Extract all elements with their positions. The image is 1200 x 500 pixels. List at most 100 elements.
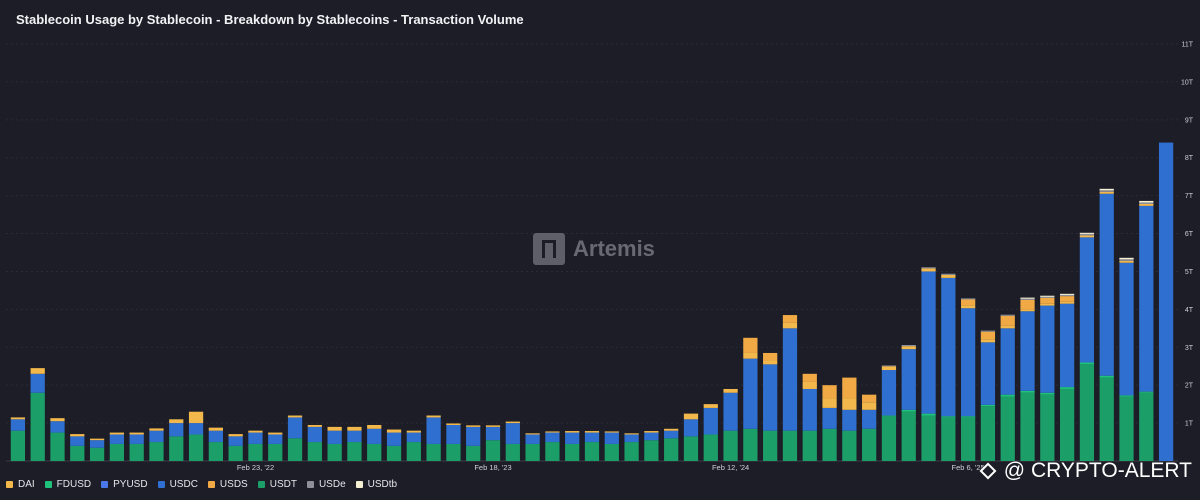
legend-item-dai[interactable]: DAI — [6, 479, 35, 490]
bar-segment-usdc[interactable] — [386, 432, 402, 446]
bar-segment-usdt[interactable] — [1099, 377, 1114, 461]
bar-segment-dai[interactable] — [50, 418, 65, 422]
bar-segment-usdc[interactable] — [1139, 205, 1154, 392]
bar-segment-usdc[interactable] — [466, 426, 481, 446]
bar-segment-dai[interactable] — [347, 426, 362, 431]
bar-segment-usdt[interactable] — [129, 443, 144, 461]
bar-segment-usdc[interactable] — [881, 370, 897, 416]
bar-segment-dai[interactable] — [1099, 191, 1114, 194]
bar-segment-usdtb[interactable] — [1059, 293, 1075, 295]
bar-segment-usdc[interactable] — [901, 349, 916, 410]
bar-segment-usds[interactable] — [1000, 315, 1015, 326]
bar-segment-usdc[interactable] — [862, 409, 877, 429]
bar-segment-usdt[interactable] — [248, 443, 263, 461]
bar-segment-usdt[interactable] — [525, 443, 540, 461]
bar-segment-usde[interactable] — [1000, 314, 1015, 316]
bar-segment-fdusd[interactable] — [980, 404, 996, 407]
bar-segment-usdt[interactable] — [1020, 392, 1035, 461]
bar-segment-usdt[interactable] — [149, 442, 164, 461]
bar-segment-fdusd[interactable] — [1059, 387, 1075, 389]
bar-segment-usdt[interactable] — [802, 430, 817, 461]
bar-segment-usdc[interactable] — [149, 430, 164, 443]
bar-segment-dai[interactable] — [961, 305, 976, 309]
bar-segment-usdc[interactable] — [980, 342, 996, 405]
legend-item-usdc[interactable]: USDC — [157, 479, 198, 490]
legend-item-usdt[interactable]: USDT — [257, 479, 297, 490]
bar-segment-dai[interactable] — [208, 427, 223, 431]
bar-segment-usdc[interactable] — [89, 440, 105, 448]
bar-segment-dai[interactable] — [1040, 303, 1055, 306]
bar-segment-usds[interactable] — [782, 315, 798, 323]
bar-segment-usdc[interactable] — [287, 417, 303, 439]
bar-segment-dai[interactable] — [802, 381, 817, 389]
bar-segment-usdc[interactable] — [208, 430, 223, 443]
bar-segment-usdc[interactable] — [1119, 262, 1134, 396]
bar-segment-dai[interactable] — [763, 360, 778, 365]
bar-segment-usdt[interactable] — [287, 438, 303, 461]
bar-segment-usdt[interactable] — [723, 430, 738, 461]
bar-segment-usdt[interactable] — [1000, 396, 1015, 461]
bar-segment-usds[interactable] — [961, 299, 976, 306]
bar-segment-usdt[interactable] — [30, 392, 45, 461]
bar-segment-usdc[interactable] — [842, 409, 857, 431]
bar-segment-dai[interactable] — [426, 415, 441, 418]
bar-segment-usdt[interactable] — [347, 442, 362, 461]
bar-segment-usdc[interactable] — [763, 364, 778, 431]
bar-segment-dai[interactable] — [703, 404, 718, 408]
bar-segment-usdc[interactable] — [505, 423, 520, 444]
bar-segment-usdt[interactable] — [228, 445, 243, 461]
bar-segment-usde[interactable] — [1099, 190, 1114, 192]
bar-segment-usds[interactable] — [802, 373, 817, 382]
bar-segment-usdc[interactable] — [822, 407, 837, 429]
bar-segment-usdt[interactable] — [664, 438, 679, 461]
bar-segment-usdt[interactable] — [466, 445, 481, 461]
bar-segment-usdc[interactable] — [129, 434, 144, 444]
bar-segment-usdc[interactable] — [565, 432, 580, 444]
bar-segment-dai[interactable] — [327, 426, 342, 431]
bar-segment-usdc[interactable] — [327, 430, 342, 444]
bar-segment-usde[interactable] — [1139, 202, 1154, 204]
bar-segment-usdc[interactable] — [961, 308, 976, 417]
bar-segment-usds[interactable] — [763, 352, 778, 361]
bar-segment-usdc[interactable] — [446, 424, 461, 444]
bar-segment-usdc[interactable] — [70, 436, 85, 446]
bar-segment-usdtb[interactable] — [1099, 188, 1114, 191]
bar-segment-usdt[interactable] — [782, 430, 798, 461]
bar-segment-dai[interactable] — [109, 432, 124, 435]
bar-segment-fdusd[interactable] — [1139, 391, 1154, 393]
bar-segment-usde[interactable] — [1059, 294, 1075, 297]
bar-segment-usdc[interactable] — [802, 388, 817, 431]
bar-segment-usdt[interactable] — [307, 442, 322, 461]
bar-segment-usdt[interactable] — [1040, 394, 1055, 461]
bar-segment-dai[interactable] — [268, 432, 283, 435]
bar-segment-dai[interactable] — [862, 402, 877, 410]
bar-segment-usdc[interactable] — [525, 434, 540, 444]
bar-segment-usdt[interactable] — [901, 411, 916, 461]
bar-segment-usdtb[interactable] — [1079, 232, 1095, 234]
bar-segment-dai[interactable] — [505, 421, 520, 424]
bar-segment-dai[interactable] — [1000, 325, 1015, 329]
bar-segment-usdc[interactable] — [426, 417, 441, 444]
bar-segment-usdt[interactable] — [406, 442, 421, 461]
bar-segment-usde[interactable] — [941, 273, 956, 275]
bar-segment-usdt[interactable] — [1059, 388, 1075, 461]
bar-segment-usdt[interactable] — [208, 442, 223, 461]
bar-segment-usdc[interactable] — [169, 423, 184, 437]
bar-segment-usdc[interactable] — [703, 407, 718, 435]
bar-segment-dai[interactable] — [129, 432, 144, 435]
legend-item-usds[interactable]: USDS — [207, 479, 248, 490]
bar-segment-usds[interactable] — [1020, 299, 1035, 310]
bar-segment-usdt[interactable] — [683, 436, 699, 461]
bar-segment-dai[interactable] — [287, 415, 303, 418]
bar-segment-usdt[interactable] — [703, 434, 718, 461]
bar-segment-usde[interactable] — [980, 330, 996, 332]
bar-segment-usdtb[interactable] — [1040, 295, 1055, 297]
bar-segment-dai[interactable] — [367, 424, 382, 429]
bar-segment-usdc[interactable] — [545, 432, 560, 443]
bar-segment-dai[interactable] — [1139, 203, 1154, 206]
bar-segment-usdc[interactable] — [347, 430, 362, 443]
bar-segment-dai[interactable] — [1059, 301, 1075, 304]
bar-segment-usdt[interactable] — [268, 443, 283, 461]
bar-segment-fdusd[interactable] — [1119, 395, 1134, 397]
bar-segment-usdt[interactable] — [188, 434, 204, 461]
